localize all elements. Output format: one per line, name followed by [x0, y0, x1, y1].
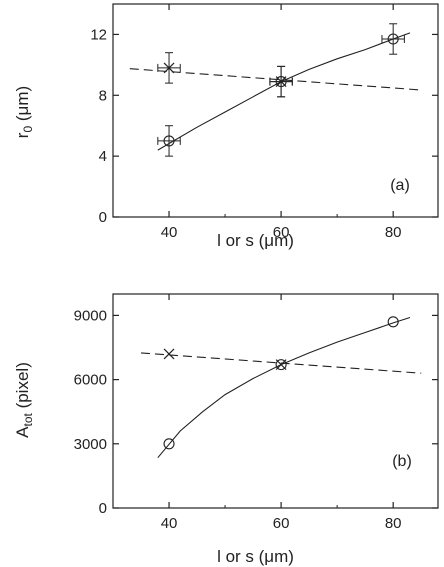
- data-point-circle: [275, 359, 287, 371]
- x-tick-label: 80: [385, 224, 402, 241]
- fit-line-dashed: [140, 352, 422, 374]
- cross-stroke: [275, 359, 287, 371]
- fit-line-dashed: [129, 68, 422, 91]
- panel-label: (a): [390, 177, 410, 194]
- y-axis-title-unit: (μm): [13, 86, 32, 126]
- y-tick-label: 0: [99, 500, 107, 517]
- y-axis-title-unit: (pixel): [13, 362, 32, 413]
- y-tick-label: 6000: [74, 372, 107, 389]
- y-tick-label: 0: [99, 209, 107, 226]
- y-axis-title-main: A: [13, 426, 32, 438]
- y-axis-title: Atot (pixel): [13, 362, 35, 438]
- fit-curve-solid: [157, 316, 411, 459]
- data-point-cross: [275, 359, 287, 371]
- panel-label: (b): [392, 453, 412, 470]
- data-point-circle: [387, 316, 399, 328]
- data-point-cross: [275, 76, 287, 88]
- y-axis-title-subscript: 0: [21, 126, 35, 133]
- y-tick-label: 12: [90, 26, 107, 43]
- y-tick-label: 4: [99, 148, 107, 165]
- data-point-circle: [387, 33, 399, 45]
- data-point-cross: [163, 348, 175, 360]
- fit-curve-solid: [157, 32, 411, 151]
- data-point-circle: [163, 438, 175, 450]
- plot-frame: [112, 293, 439, 509]
- y-tick-label: 9000: [74, 307, 107, 324]
- y-axis-title: r0 (μm): [13, 86, 35, 138]
- x-tick-label: 40: [161, 515, 178, 532]
- cross-stroke: [163, 62, 175, 74]
- data-point-circle: [163, 135, 175, 147]
- y-tick-label: 3000: [74, 436, 107, 453]
- data-point-cross: [163, 62, 175, 74]
- x-axis-title: l or s (μm): [217, 547, 294, 566]
- cross-stroke: [275, 76, 287, 88]
- x-tick-label: 60: [273, 515, 290, 532]
- panel-b: 40 60 80 0 3000 6000 9000 l or s (μm) Atot (pixe…: [13, 293, 439, 566]
- x-axis-title: l or s (μm): [217, 231, 294, 250]
- y-tick-label: 8: [99, 87, 107, 104]
- plot-frame: [112, 3, 439, 218]
- cross-stroke: [163, 348, 175, 360]
- x-tick-label: 40: [161, 224, 178, 241]
- x-tick-label: 60: [273, 224, 290, 241]
- y-axis-title-main: r: [13, 132, 32, 138]
- x-tick-label: 80: [385, 515, 402, 532]
- y-axis-title-subscript: tot: [21, 413, 35, 427]
